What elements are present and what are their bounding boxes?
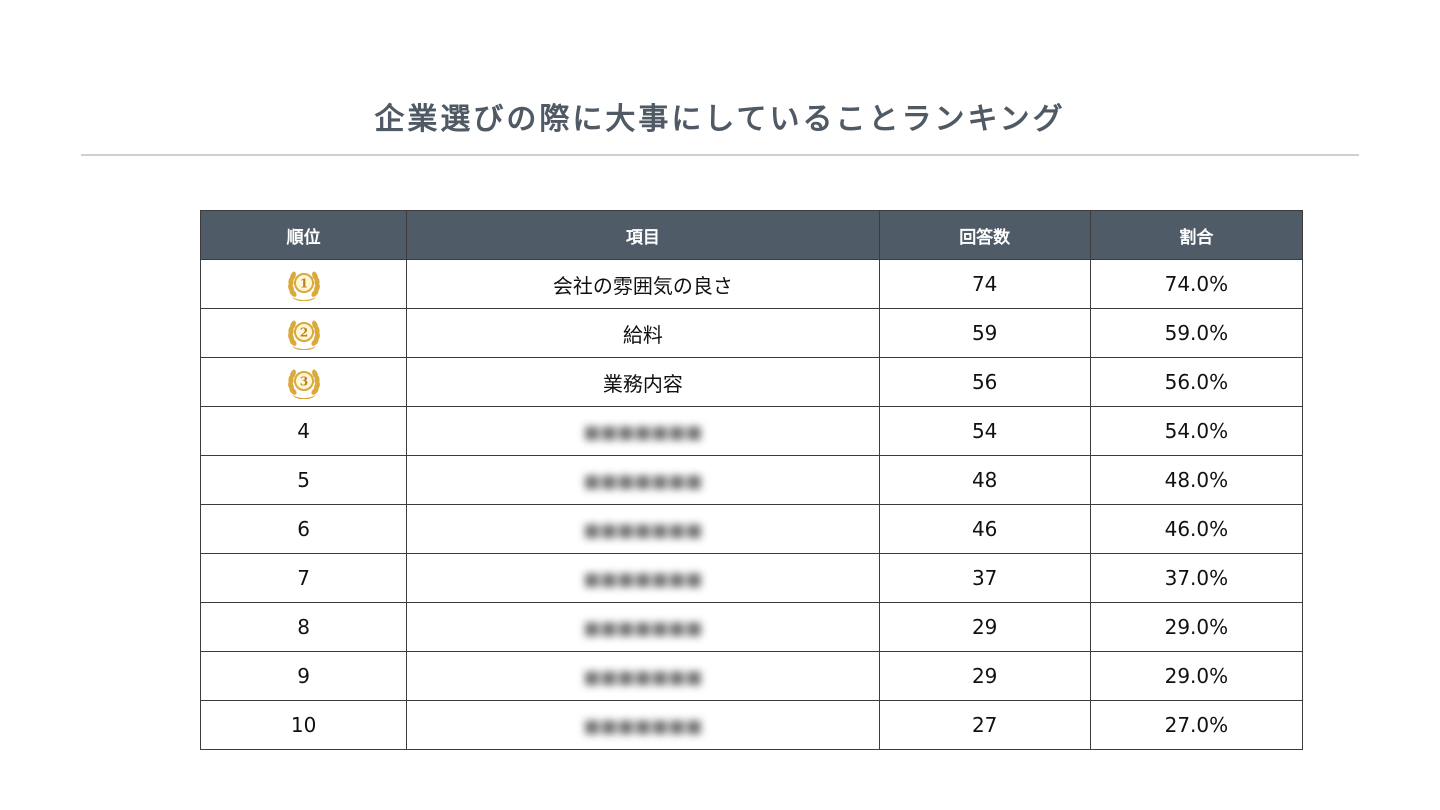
rank-number: 6 (297, 517, 310, 541)
ratio-cell: 46.0% (1089, 504, 1304, 554)
table-header-row: 順位 項目 回答数 割合 (199, 210, 1304, 260)
ratio-cell: 29.0% (1089, 651, 1304, 701)
rank-cell: 2 (199, 308, 408, 358)
table-row: 9 ■■■■■■■ 29 29.0% (199, 651, 1304, 701)
table-row: 1 会社の雰囲気の良さ 74 74.0% (199, 259, 1304, 309)
count-cell: 29 (878, 651, 1091, 701)
header-ratio: 割合 (1089, 210, 1304, 260)
table-row: 5 ■■■■■■■ 48 48.0% (199, 455, 1304, 505)
blurred-item-text: ■■■■■■■ (583, 716, 703, 737)
rank-cell: 6 (199, 504, 408, 554)
header-item: 項目 (406, 210, 880, 260)
table-row: 2 給料 59 59.0% (199, 308, 1304, 358)
count-cell: 48 (878, 455, 1091, 505)
gold-medal-3-icon: 3 (287, 369, 320, 399)
blurred-item-text: ■■■■■■■ (583, 667, 703, 688)
table-row: 6 ■■■■■■■ 46 46.0% (199, 504, 1304, 554)
rank-cell: 5 (199, 455, 408, 505)
item-cell: ■■■■■■■ (406, 406, 880, 456)
rank-number: 8 (297, 615, 310, 639)
blurred-item-text: ■■■■■■■ (583, 422, 703, 443)
rank-cell: 7 (199, 553, 408, 603)
count-cell: 56 (878, 357, 1091, 407)
count-cell: 27 (878, 700, 1091, 750)
count-cell: 37 (878, 553, 1091, 603)
item-cell: 給料 (406, 308, 880, 358)
count-cell: 59 (878, 308, 1091, 358)
rank-cell: 8 (199, 602, 408, 652)
count-cell: 29 (878, 602, 1091, 652)
ratio-cell: 27.0% (1089, 700, 1304, 750)
count-cell: 46 (878, 504, 1091, 554)
rank-number: 7 (297, 566, 310, 590)
rank-cell: 1 (199, 259, 408, 309)
ratio-cell: 48.0% (1089, 455, 1304, 505)
rank-number: 10 (290, 713, 317, 737)
ratio-cell: 56.0% (1089, 357, 1304, 407)
gold-medal-1-icon: 1 (287, 271, 320, 301)
item-text: 会社の雰囲気の良さ (552, 273, 733, 298)
blurred-item-text: ■■■■■■■ (583, 618, 703, 639)
item-cell: ■■■■■■■ (406, 651, 880, 701)
ranking-table: 順位 項目 回答数 割合 1 会社の雰囲気の良さ 74 74.0% 2 給料 59 59.0%… (199, 210, 1304, 750)
table-row: 8 ■■■■■■■ 29 29.0% (199, 602, 1304, 652)
item-text: 業務内容 (602, 371, 683, 396)
header-rank: 順位 (199, 210, 408, 260)
table-row: 3 業務内容 56 56.0% (199, 357, 1304, 407)
table-body: 1 会社の雰囲気の良さ 74 74.0% 2 給料 59 59.0% 3 業務内容 56 56.0% 4… (199, 259, 1304, 750)
rank-cell: 4 (199, 406, 408, 456)
ratio-cell: 54.0% (1089, 406, 1304, 456)
item-cell: ■■■■■■■ (406, 602, 880, 652)
rank-number: 9 (297, 664, 310, 688)
table-row: 7 ■■■■■■■ 37 37.0% (199, 553, 1304, 603)
item-cell: ■■■■■■■ (406, 455, 880, 505)
rank-cell: 3 (199, 357, 408, 407)
item-cell: 業務内容 (406, 357, 880, 407)
ratio-cell: 29.0% (1089, 602, 1304, 652)
page-title: 企業選びの際に大事にしていることランキング (374, 102, 1066, 138)
medal-rank-number: 3 (299, 375, 307, 389)
rank-number: 5 (297, 468, 310, 492)
item-cell: 会社の雰囲気の良さ (406, 259, 880, 309)
item-text: 給料 (622, 322, 663, 347)
item-cell: ■■■■■■■ (406, 504, 880, 554)
rank-cell: 10 (199, 700, 408, 750)
medal-rank-number: 1 (299, 277, 307, 291)
item-cell: ■■■■■■■ (406, 700, 880, 750)
table-row: 4 ■■■■■■■ 54 54.0% (199, 406, 1304, 456)
count-cell: 74 (878, 259, 1091, 309)
ratio-cell: 37.0% (1089, 553, 1304, 603)
header-count: 回答数 (878, 210, 1091, 260)
title-divider (81, 154, 1359, 156)
item-cell: ■■■■■■■ (406, 553, 880, 603)
rank-number: 4 (297, 419, 310, 443)
count-cell: 54 (878, 406, 1091, 456)
blurred-item-text: ■■■■■■■ (583, 569, 703, 590)
ratio-cell: 74.0% (1089, 259, 1304, 309)
gold-medal-2-icon: 2 (287, 320, 320, 350)
rank-cell: 9 (199, 651, 408, 701)
medal-rank-number: 2 (299, 326, 307, 340)
blurred-item-text: ■■■■■■■ (583, 520, 703, 541)
ratio-cell: 59.0% (1089, 308, 1304, 358)
table-row: 10 ■■■■■■■ 27 27.0% (199, 700, 1304, 750)
blurred-item-text: ■■■■■■■ (583, 471, 703, 492)
